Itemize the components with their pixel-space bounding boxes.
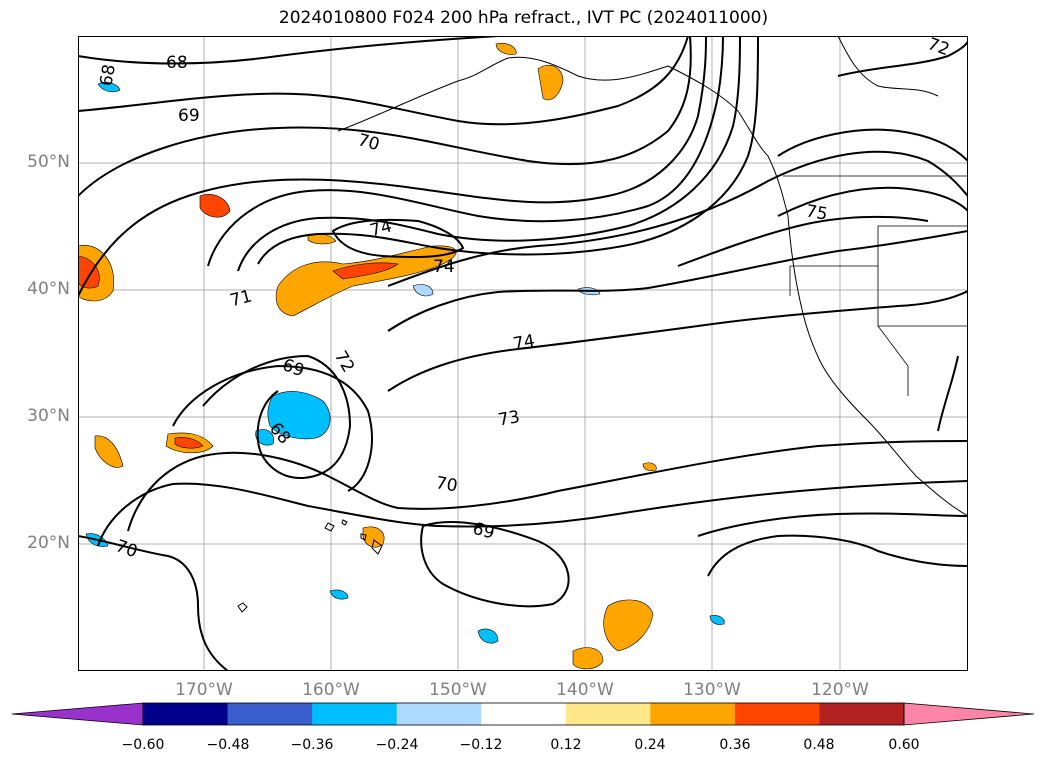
colorbar-tick: −0.36 [290,737,334,753]
colorbar: −0.60 −0.48 −0.36 −0.24 −0.12 0.12 0.24 … [0,695,1047,765]
colorbar-under-triangle [11,702,144,726]
colorbar-tick: 0.24 [634,737,666,753]
contour-label: 70 [434,473,459,496]
colorbar-tick: −0.12 [459,737,503,753]
lat-label-30n: 30°N [27,406,70,426]
map-title: 2024010800 F024 200 hPa refract., IVT PC… [278,8,769,28]
contour-label: 74 [433,257,455,277]
contour-label: 70 [356,130,382,155]
colorbar-tick: 0.36 [719,737,751,753]
colorbar-segments [143,703,905,725]
colorbar-segment [734,703,820,725]
colorbar-tick: 0.60 [888,737,920,753]
contour-labels: 68 68 69 70 74 74 71 72 69 68 74 73 70 6… [96,36,952,562]
colorbar-segment [650,703,736,725]
map-panel: 68 68 69 70 74 74 71 72 69 68 74 73 70 6… [78,36,968,671]
contour-label: 68 [166,53,188,73]
lon-label-130w: 130°W [683,680,741,700]
colorbar-tick: 0.48 [803,737,835,753]
colorbar-segment [481,703,567,725]
lon-label-170w: 170°W [175,680,233,700]
colorbar-tick: −0.48 [206,737,250,753]
contour-label: 74 [512,331,537,354]
colorbar-tick: −0.60 [121,737,165,753]
contour-label: 69 [470,519,496,544]
contour-label: 72 [330,347,358,376]
colorbar-segment [565,703,651,725]
lon-label-150w: 150°W [429,680,487,700]
colorbar-segment [396,703,482,725]
colorbar-segment [312,703,398,725]
lon-label-160w: 160°W [302,680,360,700]
colorbar-strip [11,702,1035,726]
contour-label: 68 [96,63,119,88]
contours [78,36,968,671]
colorbar-segment [143,703,229,725]
colorbar-segment [227,703,313,725]
lat-label-20n: 20°N [27,533,70,553]
contour-label: 73 [497,407,522,430]
shading-negative [85,82,725,644]
colorbar-over-triangle [903,702,1035,726]
lon-label-120w: 120°W [811,680,869,700]
contour-label: 75 [804,201,829,224]
coastlines [237,36,968,613]
contour-label: 69 [178,106,200,126]
lon-label-140w: 140°W [556,680,614,700]
colorbar-tick: −0.24 [375,737,419,753]
contour-label: 70 [113,536,140,562]
grid-lines [78,36,968,671]
shading-positive [78,43,657,670]
colorbar-tick: 0.12 [550,737,582,753]
colorbar-segment [819,703,905,725]
lat-label-40n: 40°N [27,279,70,299]
lat-label-50n: 50°N [27,152,70,172]
